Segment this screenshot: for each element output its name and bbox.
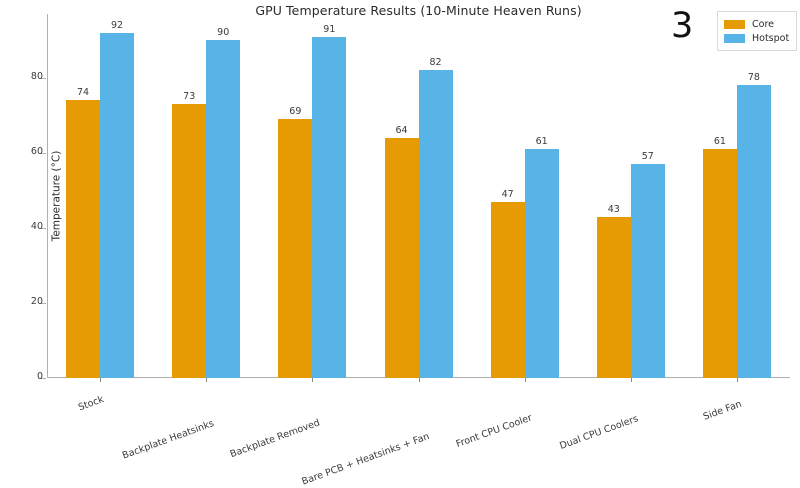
bar-core-2: 69 [278, 106, 313, 378]
x-tick-mark [630, 378, 632, 382]
x-tick-label-text: Stock [76, 393, 106, 414]
x-tick-mark [206, 378, 208, 382]
bar-hotspot-3: 82 [418, 57, 453, 378]
legend-label-hotspot: Hotspot [752, 32, 790, 44]
y-axis-spine [47, 14, 48, 378]
legend-swatch-core [724, 19, 745, 29]
bar-core-0: 74 [66, 87, 101, 378]
bar-value-label: 64 [395, 124, 408, 136]
bar-value-label: 92 [111, 19, 124, 31]
x-tick-label-text: Dual CPU Coolers [558, 413, 640, 452]
y-tick-mark [40, 77, 46, 79]
x-tick-label-text: Side Fan [701, 398, 744, 423]
x-tick-label-text: Backplate Removed [229, 417, 322, 461]
legend-swatch-hotspot [724, 33, 745, 43]
bar-value-label: 91 [323, 23, 336, 35]
bar-value-label: 43 [607, 203, 620, 215]
bar-value-label: 57 [641, 151, 654, 163]
x-tick-mark [312, 378, 314, 382]
y-tick-mark [40, 227, 46, 229]
bar-value-label: 73 [183, 91, 196, 103]
y-tick-label: 40 [30, 220, 43, 232]
bar-value-label: 90 [217, 27, 230, 39]
y-tick-mark [40, 152, 46, 154]
legend-label-core: Core [752, 18, 774, 30]
bar-value-label: 47 [501, 188, 514, 200]
y-tick-mark [40, 302, 46, 304]
x-tick-label: Stock [77, 385, 130, 413]
legend-entry-core: Core [724, 17, 789, 31]
bar-value-label: 82 [429, 57, 442, 69]
x-tick-mark [736, 378, 738, 382]
bar-value-label: 74 [77, 87, 90, 99]
bar-core-6: 61 [702, 136, 737, 378]
x-tick-label-text: Backplate Heatsinks [121, 418, 216, 462]
x-tick-label: Backplate Removed [229, 385, 411, 460]
bar-core-3: 64 [384, 125, 419, 378]
bar-value-label: 61 [535, 136, 548, 148]
x-tick-label: Side Fan [702, 385, 780, 423]
plot-area: Temperature (°C) 0 20 40 60 80 74 92 73 90 69 91 6… [31, 14, 790, 488]
bar-hotspot-4: 61 [524, 136, 559, 378]
x-tick-mark [524, 378, 526, 382]
y-tick-label: 20 [30, 295, 43, 307]
bar-value-label: 61 [713, 136, 726, 148]
x-tick-label: Backplate Heatsinks [121, 385, 307, 461]
chart-figure: GPU Temperature Results (10-Minute Heave… [30, 3, 798, 488]
legend-entry-hotspot: Hotspot [724, 31, 789, 45]
bar-core-1: 73 [172, 91, 207, 378]
y-tick-mark [40, 378, 46, 379]
chart-legend: Core Hotspot [717, 11, 798, 51]
watermark-label: 3 [671, 6, 694, 46]
bar-hotspot-5: 57 [630, 151, 665, 378]
x-tick-mark [418, 378, 420, 382]
y-axis-label: Temperature (°C) [50, 150, 63, 242]
bar-core-5: 43 [596, 204, 631, 378]
bar-hotspot-6: 78 [736, 72, 771, 378]
chart-title: GPU Temperature Results (10-Minute Heave… [255, 3, 582, 18]
bar-value-label: 69 [289, 106, 302, 118]
bar-core-4: 47 [490, 189, 525, 378]
y-tick-label: 0 [36, 371, 43, 382]
bar-hotspot-0: 92 [100, 20, 135, 378]
bar-value-label: 78 [747, 72, 760, 84]
y-tick-label: 80 [30, 70, 43, 82]
x-tick-mark [100, 378, 102, 382]
bar-hotspot-1: 90 [206, 27, 241, 378]
x-tick-label-text: Bare PCB + Heatsinks + Fan [299, 431, 431, 488]
y-tick-label: 60 [30, 145, 43, 157]
bar-hotspot-2: 91 [312, 24, 347, 378]
